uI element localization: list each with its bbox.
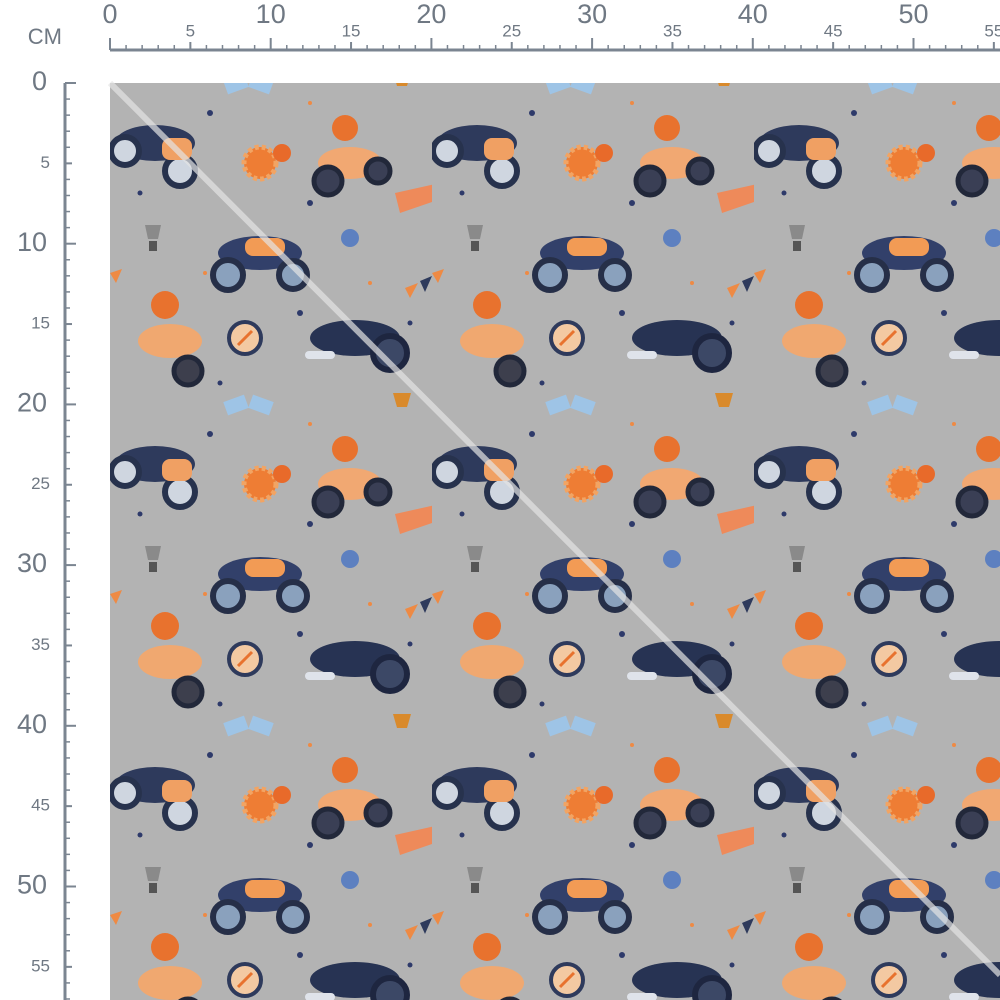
left-tick-label: 15: [31, 314, 50, 333]
left-tick-label: 35: [31, 635, 50, 654]
left-tick-label: 5: [41, 153, 50, 172]
left-tick-label: 0: [32, 66, 47, 96]
top-tick-label: 45: [824, 21, 843, 40]
top-tick-label: 20: [416, 0, 446, 29]
top-tick-label: 30: [577, 0, 607, 29]
left-tick-label: 20: [17, 388, 47, 418]
left-tick-label: 10: [17, 227, 47, 257]
top-tick-label: 25: [502, 21, 521, 40]
top-tick-label: 15: [342, 21, 361, 40]
top-tick-label: 55: [984, 21, 1000, 40]
left-tick-label: 55: [31, 956, 50, 975]
top-tick-label: 50: [898, 0, 928, 29]
left-tick-label: 45: [31, 796, 50, 815]
top-tick-label: 10: [256, 0, 286, 29]
light-reflection: [107, 80, 1000, 978]
top-tick-label: 0: [102, 0, 117, 29]
left-tick-label: 30: [17, 548, 47, 578]
top-tick-label: 35: [663, 21, 682, 40]
left-tick-label: 25: [31, 474, 50, 493]
top-tick-label: 40: [738, 0, 768, 29]
ruler-ticks: 0 5 10 15 20 25 30 35 40 45 50 55 0 5 10 15 20 25 30 35 40 45…: [17, 0, 1000, 1000]
left-tick-label: 40: [17, 709, 47, 739]
top-tick-label: 5: [186, 21, 195, 40]
ruler-unit: CM: [28, 24, 62, 49]
left-tick-label: 50: [17, 870, 47, 900]
